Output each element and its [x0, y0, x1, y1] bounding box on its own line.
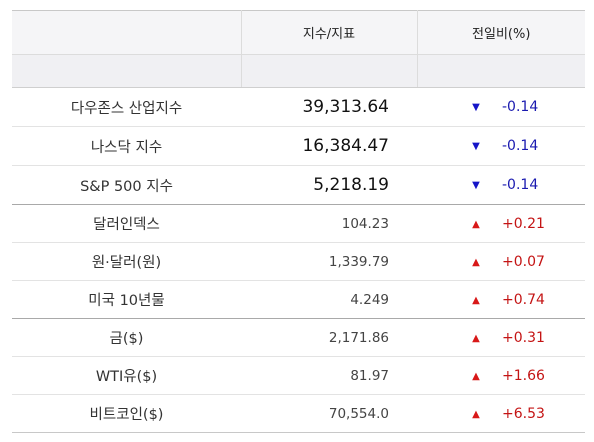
up-arrow-icon: ▲ [472, 332, 480, 344]
up-arrow-icon: ▲ [472, 370, 480, 382]
change-value: -0.14 [502, 138, 539, 154]
change-value: +1.66 [502, 367, 545, 384]
table-row: 금($) 2,171.86 ▲ +0.31 [12, 318, 585, 357]
index-name: 원·달러(원) [12, 242, 241, 281]
index-value: 2,171.86 [241, 318, 417, 357]
table-subheader-row [12, 54, 585, 88]
index-name: 다우존스 산업지수 [12, 87, 241, 127]
change-value: -0.14 [502, 99, 539, 115]
change-value: +0.07 [502, 253, 545, 270]
index-value: 1,339.79 [241, 242, 417, 281]
index-value: 5,218.19 [241, 165, 417, 205]
header-index: 지수/지표 [240, 10, 417, 55]
table-row: 달러인덱스 104.23 ▲ +0.21 [12, 204, 585, 243]
index-value: 39,313.64 [241, 87, 417, 127]
index-value: 81.97 [241, 356, 417, 395]
index-name: 달러인덱스 [12, 204, 241, 243]
up-arrow-icon: ▲ [472, 218, 480, 230]
up-arrow-icon: ▲ [472, 294, 480, 306]
down-arrow-icon: ▼ [472, 102, 480, 113]
change-value: +0.74 [502, 291, 545, 308]
change-cell: ▲ +0.07 [417, 242, 585, 281]
up-arrow-icon: ▲ [472, 408, 480, 420]
subheader-cell [240, 54, 417, 88]
table-header-row: 지수/지표 전일비(%) [12, 10, 585, 55]
index-value: 16,384.47 [241, 126, 417, 166]
table-row: 다우존스 산업지수 39,313.64 ▼ -0.14 [12, 87, 585, 127]
market-index-table-container: 지수/지표 전일비(%) 다우존스 산업지수 39,313.64 ▼ -0.14 … [12, 10, 585, 433]
change-cell: ▲ +0.31 [417, 318, 585, 357]
change-value: +0.31 [502, 329, 545, 346]
index-name: 미국 10년물 [12, 280, 241, 319]
header-change: 전일비(%) [416, 10, 585, 55]
header-name-cell [12, 10, 241, 55]
change-cell: ▲ +6.53 [417, 394, 585, 433]
table-row: S&P 500 지수 5,218.19 ▼ -0.14 [12, 165, 585, 205]
subheader-cell [12, 54, 241, 88]
subheader-cell [416, 54, 585, 88]
down-arrow-icon: ▼ [472, 180, 480, 191]
up-arrow-icon: ▲ [472, 256, 480, 268]
down-arrow-icon: ▼ [472, 141, 480, 152]
change-cell: ▲ +1.66 [417, 356, 585, 395]
index-name: WTI유($) [12, 356, 241, 395]
table-row: 나스닥 지수 16,384.47 ▼ -0.14 [12, 126, 585, 166]
table-row: WTI유($) 81.97 ▲ +1.66 [12, 356, 585, 395]
change-cell: ▲ +0.74 [417, 280, 585, 319]
table-row: 원·달러(원) 1,339.79 ▲ +0.07 [12, 242, 585, 281]
table-row: 미국 10년물 4.249 ▲ +0.74 [12, 280, 585, 319]
index-value: 104.23 [241, 204, 417, 243]
index-value: 4.249 [241, 280, 417, 319]
index-value: 70,554.0 [241, 394, 417, 433]
index-name: 나스닥 지수 [12, 126, 241, 166]
table-row: 비트코인($) 70,554.0 ▲ +6.53 [12, 394, 585, 433]
index-name: 비트코인($) [12, 394, 241, 433]
change-cell: ▼ -0.14 [417, 126, 585, 166]
change-cell: ▼ -0.14 [417, 87, 585, 127]
change-value: +6.53 [502, 405, 545, 422]
market-index-table: 지수/지표 전일비(%) 다우존스 산업지수 39,313.64 ▼ -0.14 … [12, 10, 585, 433]
index-name: S&P 500 지수 [12, 165, 241, 205]
change-cell: ▲ +0.21 [417, 204, 585, 243]
change-cell: ▼ -0.14 [417, 165, 585, 205]
change-value: +0.21 [502, 215, 545, 232]
index-name: 금($) [12, 318, 241, 357]
change-value: -0.14 [502, 177, 539, 193]
